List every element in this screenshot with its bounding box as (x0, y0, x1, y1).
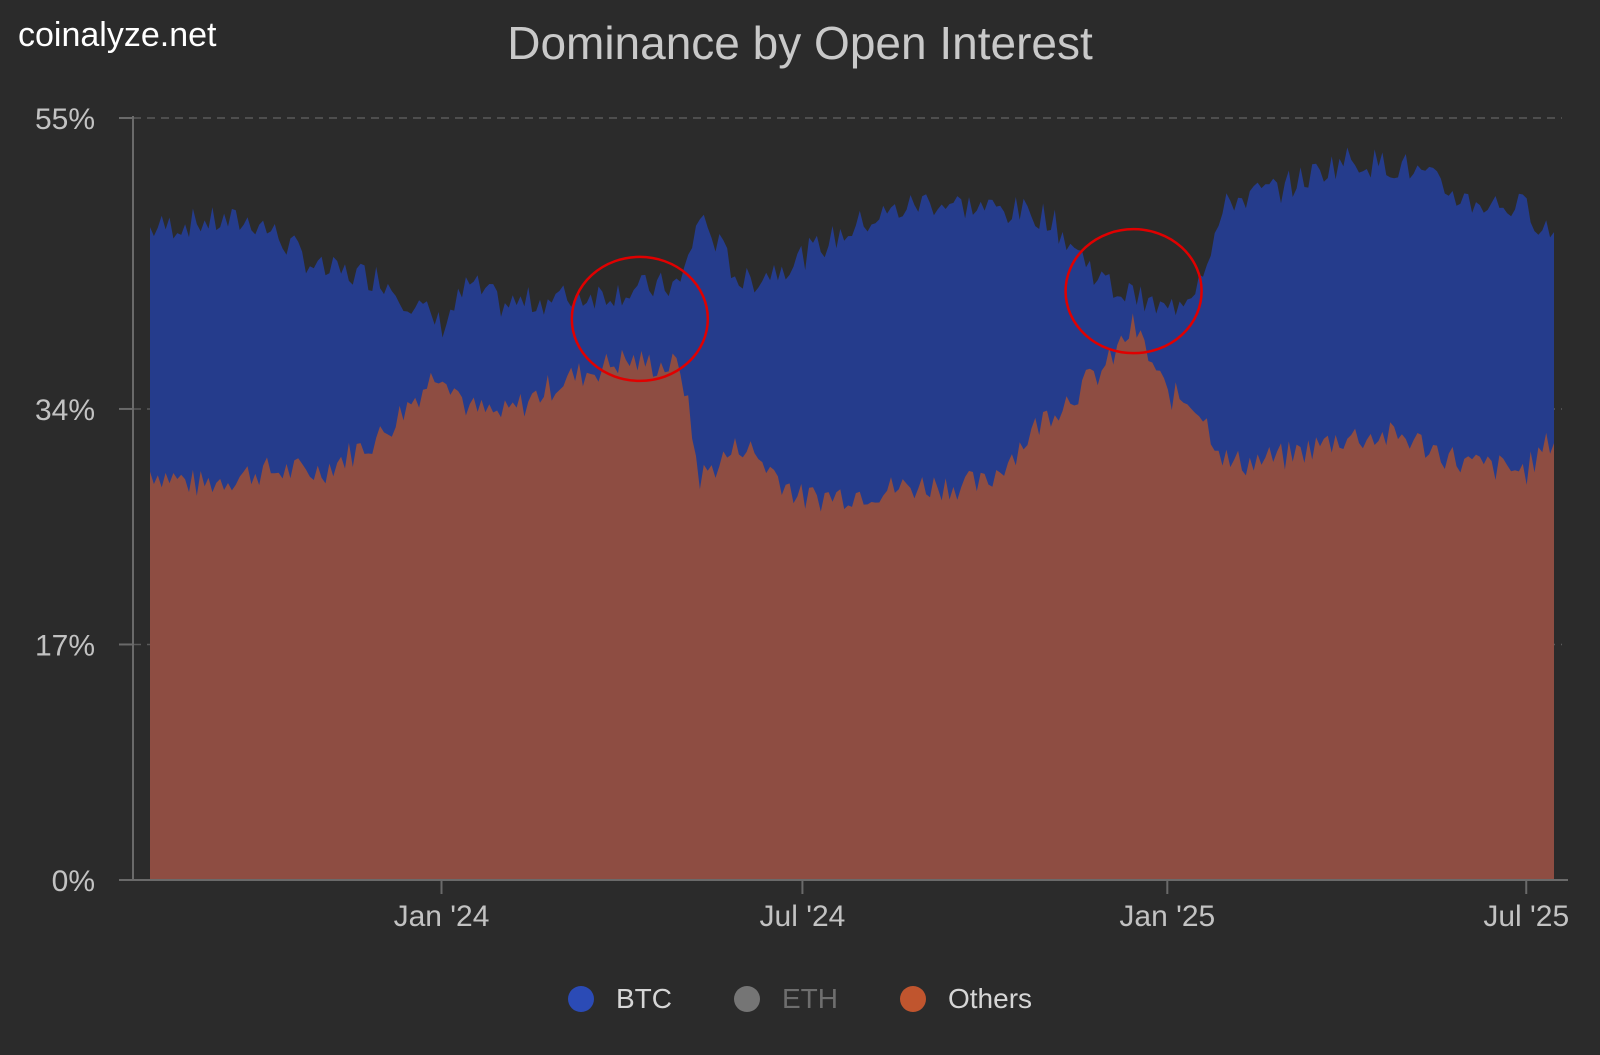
x-tick-label: Jan '25 (1119, 900, 1215, 933)
chart-legend: BTC ETH Others (0, 983, 1600, 1015)
annotation-circle (570, 255, 710, 383)
x-tick-label: Jan '24 (394, 900, 490, 933)
legend-item-eth[interactable]: ETH (733, 983, 838, 1015)
y-tick-label: 34% (35, 394, 95, 427)
annotation-circle (1064, 227, 1203, 355)
chart-title: Dominance by Open Interest (507, 17, 1093, 69)
legend-label-btc: BTC (615, 983, 672, 1014)
legend-marker-others (899, 986, 926, 1012)
legend-item-others[interactable]: Others (899, 983, 1033, 1015)
legend-marker-eth (733, 986, 760, 1012)
legend-label-eth: ETH (781, 983, 838, 1014)
y-tick-label: 0% (52, 865, 95, 898)
legend-label-others: Others (947, 983, 1033, 1014)
x-tick-label: Jul '25 (1483, 900, 1569, 933)
legend-marker-btc (567, 986, 594, 1012)
x-tick-label: Jul '24 (760, 900, 846, 933)
y-tick-label: 55% (35, 103, 95, 136)
legend-item-btc[interactable]: BTC (567, 983, 672, 1015)
y-tick-label: 17% (35, 629, 95, 662)
series-area-others (150, 313, 1554, 880)
site-brand: coinalyze.net (18, 16, 217, 54)
